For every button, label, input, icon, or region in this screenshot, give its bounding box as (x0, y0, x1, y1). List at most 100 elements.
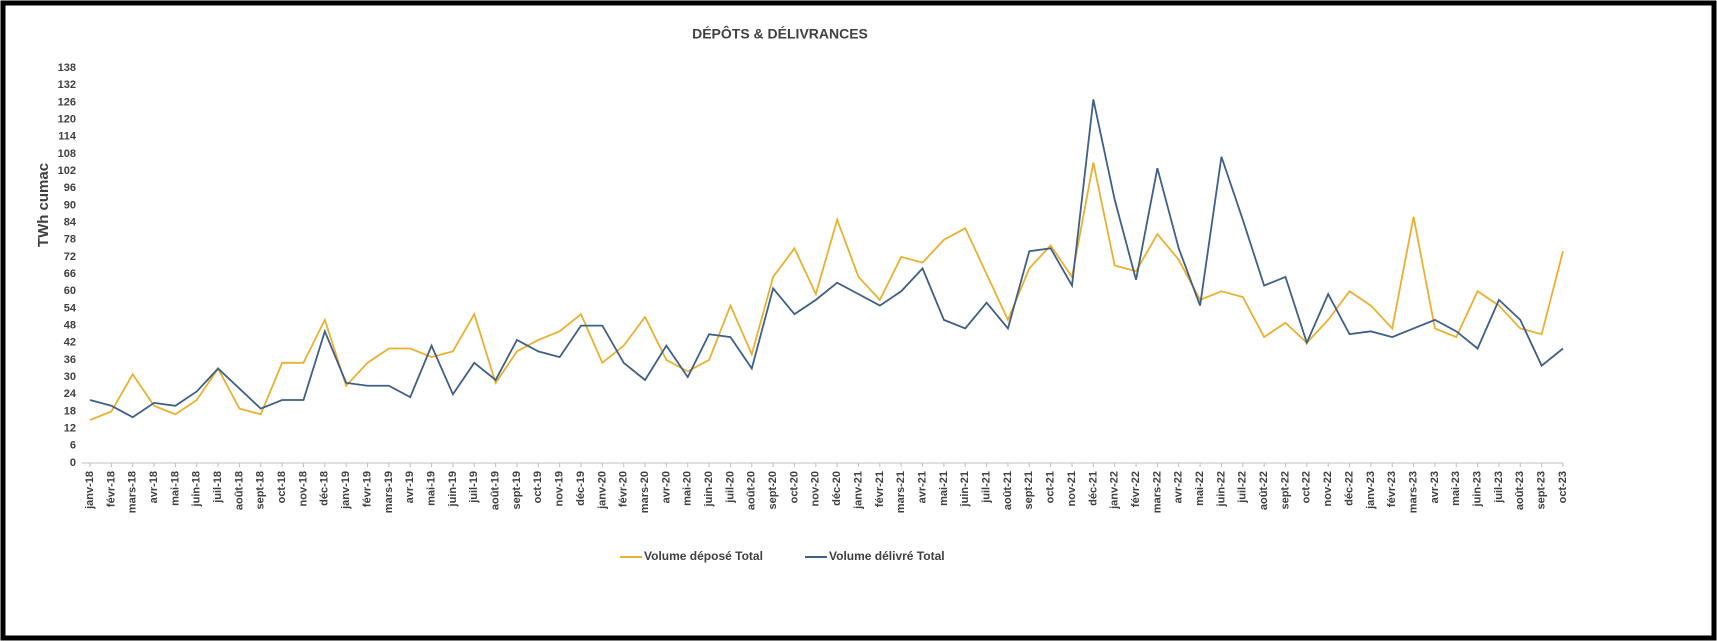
x-tick-label: mai-23 (1450, 471, 1462, 506)
x-tick-label: déc-22 (1343, 471, 1355, 506)
x-tick-label: mai-21 (938, 471, 950, 506)
x-tick-label: nov-22 (1322, 471, 1334, 506)
line-series (89, 99, 1564, 419)
x-tick-label: févr-23 (1386, 471, 1398, 507)
y-tick-label: 60 (64, 285, 76, 297)
x-tick-label: avr-20 (660, 471, 672, 503)
y-tick-label: 96 (64, 182, 76, 194)
x-tick-label: févr-19 (361, 471, 373, 507)
y-tick-label: 120 (58, 113, 76, 125)
x-tick-label: oct-19 (532, 471, 544, 503)
x-tick-label: nov-18 (297, 471, 309, 506)
y-tick-label: 12 (64, 423, 76, 435)
x-tick-label: sept-20 (767, 471, 779, 510)
x-tick-label: mai-20 (682, 471, 694, 506)
x-tick-label: oct-22 (1301, 471, 1313, 503)
y-tick-label: 18 (64, 405, 76, 417)
x-tick-label: juil-19 (468, 471, 480, 504)
x-tick-label: févr-20 (618, 471, 630, 507)
y-tick-label: 102 (58, 165, 76, 177)
x-tick-label: mars-19 (383, 471, 395, 513)
x-tick-label: janv-18 (84, 471, 96, 510)
x-tick-label: juil-20 (724, 471, 736, 504)
legend-label: Volume déposé Total (644, 549, 763, 563)
x-tick-label: mars-22 (1151, 471, 1163, 513)
x-tick-label: févr-18 (105, 471, 117, 507)
x-tick-label: mai-19 (425, 471, 437, 506)
x-tick-label: oct-21 (1045, 471, 1057, 503)
x-tick-label: nov-20 (810, 471, 822, 506)
y-tick-label: 90 (64, 199, 76, 211)
y-tick-label: 84 (64, 216, 77, 228)
x-tick-label: sept-18 (255, 471, 267, 510)
x-tick-label: janv-23 (1365, 471, 1377, 510)
x-tick-label: août-19 (490, 471, 502, 510)
x-tick-label: janv-22 (1109, 471, 1121, 510)
x-tick-label: sept-21 (1023, 471, 1035, 510)
x-tick-label: oct-20 (788, 471, 800, 503)
y-tick-label: 78 (64, 234, 76, 246)
y-tick-label: 114 (58, 131, 77, 143)
x-tick-label: sept-23 (1536, 471, 1548, 510)
x-tick-label: janv-19 (340, 471, 352, 510)
x-tick-label: oct-18 (276, 471, 288, 503)
x-tick-label: août-20 (746, 471, 758, 510)
y-tick-label: 132 (58, 79, 76, 91)
x-tick-label: mars-21 (895, 471, 907, 513)
x-tick-label: janv-21 (852, 471, 864, 510)
x-tick-label: mai-22 (1194, 471, 1206, 506)
x-tick-label: juin-21 (959, 471, 971, 507)
y-tick-label: 0 (70, 457, 76, 469)
legend-label: Volume délivré Total (829, 549, 945, 563)
x-tick-label: avr-18 (148, 471, 160, 503)
x-tick-label: avr-21 (916, 471, 928, 503)
x-tick-label: juin-23 (1472, 471, 1484, 507)
y-tick-label: 6 (70, 440, 76, 452)
x-tick-label: nov-21 (1066, 471, 1078, 506)
chart-title: DÉPÔTS & DÉLIVRANCES (692, 25, 868, 42)
x-tick-label: juil-22 (1237, 471, 1249, 504)
y-tick-label: 66 (64, 268, 76, 280)
y-tick-label: 42 (64, 337, 76, 349)
x-tick-label: déc-19 (575, 471, 587, 506)
x-tick-label: oct-23 (1557, 471, 1569, 503)
x-tick-label: févr-21 (874, 471, 886, 507)
y-tick-label: 30 (64, 371, 76, 383)
x-tick-label: déc-21 (1087, 471, 1099, 506)
x-tick-label: avr-23 (1429, 471, 1441, 503)
x-tick-label: août-21 (1002, 471, 1014, 510)
x-tick-label: juil-23 (1493, 471, 1505, 504)
x-tick-label: juin-18 (191, 471, 203, 507)
x-tick-label: févr-22 (1130, 471, 1142, 507)
x-tick-label: juil-18 (212, 471, 224, 504)
x-tick-label: août-18 (233, 471, 245, 510)
x-tick-label: sept-22 (1279, 471, 1291, 510)
x-tick-label: avr-19 (404, 471, 416, 503)
y-tick-label: 108 (58, 148, 76, 160)
y-tick-label: 36 (64, 354, 76, 366)
x-tick-label: avr-22 (1173, 471, 1185, 503)
x-tick-label: déc-18 (319, 471, 331, 506)
x-tick-label: janv-20 (596, 471, 608, 510)
x-tick-label: juin-19 (447, 471, 459, 507)
x-tick-label: déc-20 (831, 471, 843, 506)
x-tick-label: mars-23 (1407, 471, 1419, 513)
y-tick-label: 138 (58, 62, 76, 74)
y-tick-label: 54 (64, 302, 77, 314)
x-tick-label: juin-20 (703, 471, 715, 507)
y-tick-label: 72 (64, 251, 76, 263)
x-tick-label: sept-19 (511, 471, 523, 510)
line-series (89, 162, 1564, 421)
y-tick-label: 126 (58, 96, 76, 108)
y-axis-label: TWh cumac (35, 163, 52, 247)
x-tick-label: mars-20 (639, 471, 651, 513)
x-tick-label: août-22 (1258, 471, 1270, 510)
x-tick-label: août-23 (1514, 471, 1526, 510)
y-tick-label: 48 (64, 320, 76, 332)
x-tick-label: juil-21 (981, 471, 993, 504)
x-tick-label: nov-19 (554, 471, 566, 506)
x-tick-label: juin-22 (1215, 471, 1227, 507)
x-tick-label: mai-18 (169, 471, 181, 506)
